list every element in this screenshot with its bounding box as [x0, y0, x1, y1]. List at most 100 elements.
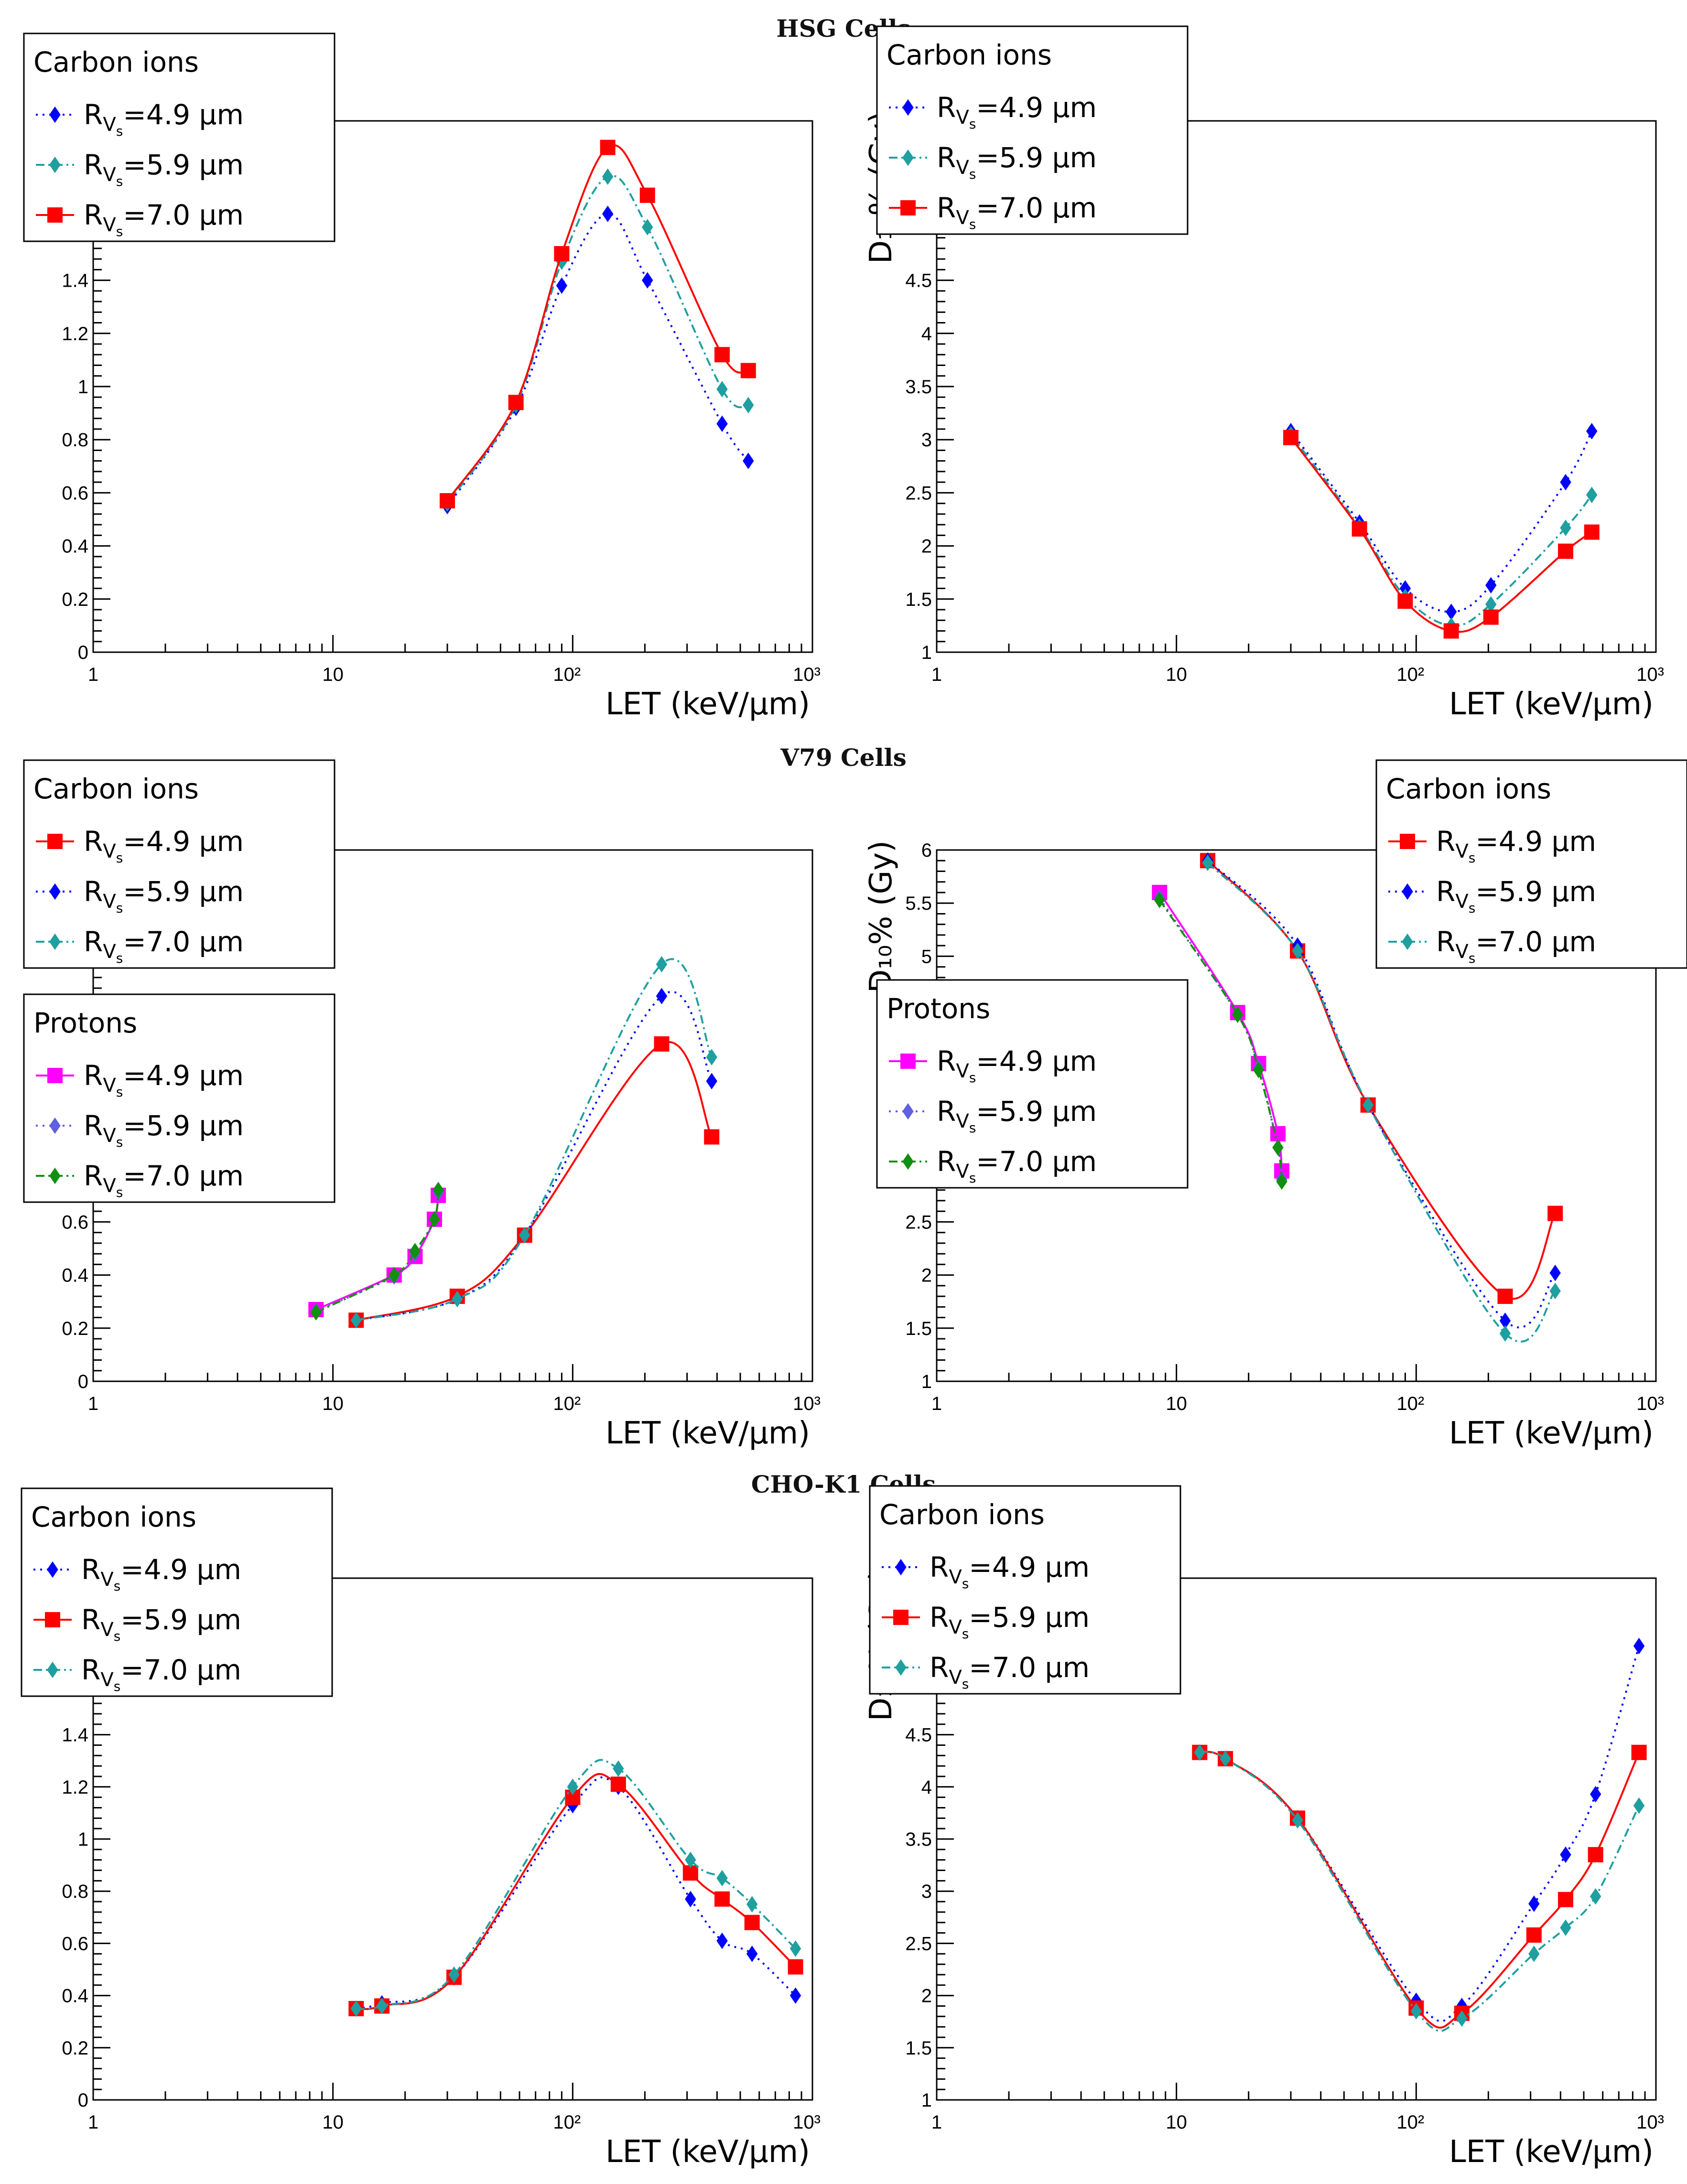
legend-box: [23, 759, 335, 969]
x-axis-title: LET (keV/μm): [606, 2134, 810, 2170]
legend-box: [876, 979, 1189, 1189]
data-point: [433, 1182, 444, 1198]
data-point: [642, 219, 653, 236]
data-point: [788, 1959, 803, 1975]
series-curve: [356, 1773, 797, 2010]
legend-heading: Protons: [33, 1007, 137, 1039]
data-point: [1560, 1919, 1571, 1936]
legend-label: RVs=4.9 μm: [937, 1045, 1097, 1086]
x-tick-label: 1: [931, 664, 942, 685]
data-point: [654, 1036, 670, 1052]
legend-box: [21, 1487, 333, 1697]
legend-swatch-marker: [49, 156, 61, 173]
data-point: [746, 1896, 758, 1913]
x-axis-title: LET (keV/μm): [1449, 1416, 1654, 1451]
legend-heading: Carbon ions: [879, 1498, 1045, 1531]
data-point: [1154, 892, 1165, 908]
legend-0: Carbon ions RVs=4.9 μm RVs=5.9 μm RVs=7.0 μ…: [1375, 759, 1687, 969]
data-point: [656, 988, 668, 1005]
data-point: [1485, 596, 1497, 613]
y-tick-label: 4.5: [905, 1725, 932, 1746]
data-point: [714, 1891, 730, 1907]
x-tick-label: 10²: [553, 664, 581, 685]
legend-label: RVs=7.0 μm: [81, 1654, 241, 1694]
data-point: [716, 415, 728, 432]
y-tick-label: 3.5: [905, 1829, 932, 1850]
y-tick-label: 0.6: [62, 1212, 88, 1233]
data-point: [685, 1851, 696, 1868]
legend-label: RVs=5.9 μm: [1436, 875, 1596, 916]
data-point: [1272, 1139, 1284, 1156]
legend-label: RVs=7.0 μm: [937, 192, 1097, 232]
y-tick-label: 2.5: [905, 1933, 932, 1954]
series-2: [1194, 1744, 1645, 2032]
series-1: [442, 168, 754, 512]
y-tick-label: 2.5: [905, 483, 932, 504]
legend-label: RVs=5.9 μm: [81, 1603, 241, 1644]
legend-label: RVs=7.0 μm: [1436, 925, 1596, 966]
x-axis-title: LET (keV/μm): [606, 687, 810, 722]
legend-heading: Carbon ions: [33, 46, 199, 78]
data-point: [613, 1760, 624, 1777]
data-point: [716, 1870, 728, 1887]
data-point: [452, 1291, 463, 1307]
legend-swatch-marker: [47, 1068, 63, 1083]
x-tick-label: 10: [1166, 1393, 1187, 1414]
y-tick-label: 1: [921, 2090, 932, 2111]
legend-0: Carbon ions RVs=4.9 μm RVs=5.9 μm RVs=7.0 μ…: [23, 759, 335, 969]
legend-box: [23, 993, 335, 1203]
data-point: [1631, 1744, 1647, 1760]
x-tick-label: 10: [322, 664, 344, 685]
y-tick-label: 0.6: [62, 1933, 88, 1954]
data-point: [1232, 1006, 1244, 1023]
series-2: [350, 1759, 801, 2017]
series-0: [1285, 423, 1598, 620]
data-point: [1557, 543, 1573, 559]
y-tick-label: 6: [921, 840, 932, 861]
y-tick-label: 0.2: [62, 1318, 88, 1339]
data-point: [789, 1940, 801, 1957]
data-point: [429, 1211, 440, 1228]
data-point: [746, 1945, 758, 1962]
x-tick-label: 10²: [1396, 664, 1424, 685]
legend-swatch-marker: [895, 1559, 907, 1576]
y-tick-label: 0.4: [62, 1986, 88, 2007]
legend-swatch-marker: [900, 200, 916, 215]
legend-swatch-marker: [49, 106, 61, 123]
legend-label: RVs=7.0 μm: [937, 1145, 1097, 1186]
legend-label: RVs=4.9 μm: [84, 98, 244, 139]
y-tick-label: 0.2: [62, 2038, 88, 2059]
legend-label: RVs=4.9 μm: [81, 1553, 241, 1594]
data-point: [716, 381, 728, 398]
data-point: [1445, 603, 1457, 620]
data-point: [1528, 1895, 1540, 1912]
data-point: [1292, 943, 1303, 959]
data-point: [1590, 1786, 1601, 1803]
data-point: [448, 1966, 460, 1983]
data-point: [1499, 1325, 1511, 1342]
data-point: [310, 1304, 322, 1321]
x-tick-label: 10: [322, 2112, 344, 2133]
series-curve: [1199, 1751, 1640, 2032]
series-2: [1283, 430, 1600, 639]
data-point: [1557, 1892, 1573, 1907]
legend-1: Protons RVs=4.9 μm RVs=5.9 μm RVs=7.0 μm: [23, 993, 335, 1203]
x-axis-title: LET (keV/μm): [606, 1416, 810, 1451]
data-point: [1549, 1264, 1561, 1281]
series-4: [310, 1184, 444, 1319]
y-tick-label: 3.5: [905, 377, 932, 398]
series-1: [1285, 426, 1598, 634]
series-curve: [1290, 430, 1593, 613]
section-title-v79: V79 Cells: [780, 743, 907, 772]
y-tick-label: 1.2: [62, 1777, 88, 1798]
y-tick-label: 0.8: [62, 430, 88, 451]
legend-heading: Protons: [887, 992, 990, 1025]
legend-label: RVs=7.0 μm: [84, 1160, 244, 1200]
data-point: [714, 347, 730, 363]
data-point: [706, 1049, 717, 1065]
x-tick-label: 10³: [1636, 664, 1664, 685]
y-tick-label: 0.6: [62, 483, 88, 504]
y-tick-label: 3: [921, 1881, 932, 1902]
x-tick-label: 1: [931, 2112, 942, 2133]
data-point: [556, 277, 568, 294]
